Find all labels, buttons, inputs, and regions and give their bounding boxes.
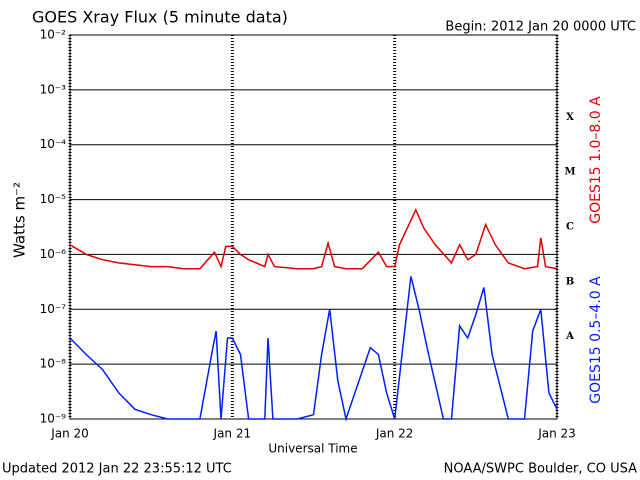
footer-right: NOAA/SWPC Boulder, CO USA xyxy=(444,462,637,477)
x-tick-label: Jan 23 xyxy=(537,427,576,441)
flare-class: C xyxy=(566,222,574,233)
y-tick-label: 10⁻⁷ xyxy=(40,302,67,316)
legend-entry: GOES15 1.0–8.0 A xyxy=(588,96,604,224)
flare-class: A xyxy=(565,331,574,342)
chart-title: GOES Xray Flux (5 minute data) xyxy=(32,8,288,27)
y-tick-label: 10⁻⁵ xyxy=(40,192,67,206)
y-tick-label: 10⁻⁸ xyxy=(40,357,67,371)
flare-class: X xyxy=(566,112,574,123)
y-tick-label: 10⁻³ xyxy=(40,82,67,96)
y-tick-label: 10⁻² xyxy=(40,28,67,42)
y-tick-label: 10⁻⁴ xyxy=(40,137,67,151)
legend-entry: GOES15 0.5–4.0 A xyxy=(588,276,604,404)
data-line xyxy=(69,207,558,270)
x-tick-label: Jan 21 xyxy=(213,427,252,441)
plot-frame xyxy=(69,34,558,420)
x-tick-label: Jan 22 xyxy=(375,427,414,441)
footer-left: Updated 2012 Jan 22 23:55:12 UTC xyxy=(2,462,232,477)
x-axis-label: Universal Time xyxy=(268,442,357,456)
y-tick-label: 10⁻⁹ xyxy=(40,412,67,426)
y-tick-label: 10⁻⁶ xyxy=(40,247,67,261)
y-axis-label: Watts m⁻² xyxy=(11,182,29,258)
x-tick-label: Jan 20 xyxy=(50,427,89,441)
chart-subtitle: Begin: 2012 Jan 20 0000 UTC xyxy=(445,20,636,35)
data-line xyxy=(69,276,558,422)
flare-class: M xyxy=(564,167,575,178)
flare-class: B xyxy=(566,276,574,287)
